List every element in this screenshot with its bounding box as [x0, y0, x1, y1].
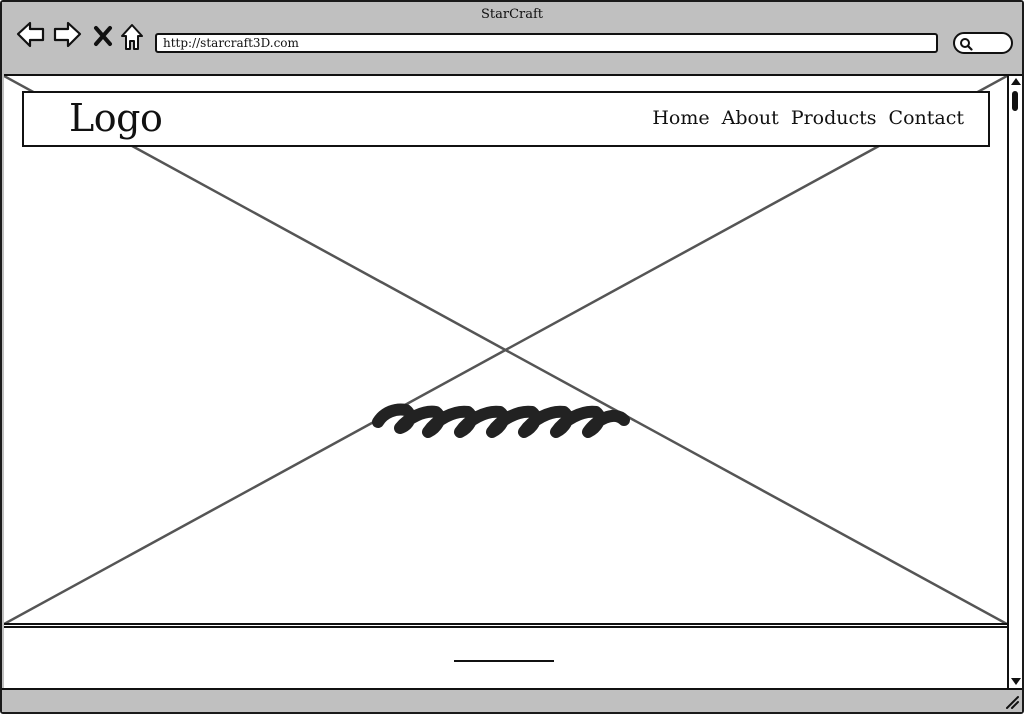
site-header: Logo Home About Products Contact: [22, 91, 990, 147]
resize-grip-icon[interactable]: [1004, 694, 1020, 710]
close-icon[interactable]: [92, 24, 114, 48]
page-viewport: Logo Home About Products Contact: [4, 74, 1007, 688]
nav-about-link[interactable]: About: [721, 107, 779, 129]
forward-arrow-icon[interactable]: [52, 20, 82, 50]
address-bar[interactable]: http://starcraft3D.com: [155, 33, 938, 53]
site-logo[interactable]: Logo: [69, 96, 163, 140]
scribble-text-icon: [372, 403, 630, 438]
search-box[interactable]: [953, 32, 1013, 54]
site-footer: [4, 626, 1007, 688]
browser-toolbar: StarCraft http://starcraft3D.com: [2, 2, 1022, 74]
search-icon: [960, 38, 973, 51]
nav-products-link[interactable]: Products: [790, 107, 877, 129]
scroll-up-arrow-icon[interactable]: [1011, 78, 1021, 85]
home-icon[interactable]: [119, 22, 145, 52]
status-bar: [2, 688, 1022, 712]
nav-home-link[interactable]: Home: [652, 107, 710, 129]
scroll-down-arrow-icon[interactable]: [1011, 678, 1021, 685]
hero-image-placeholder: [4, 76, 1007, 626]
nav-contact-link[interactable]: Contact: [888, 107, 964, 129]
back-arrow-icon[interactable]: [16, 20, 46, 50]
site-nav-menu: Home About Products Contact: [652, 107, 964, 129]
window-title: StarCraft: [480, 7, 544, 22]
vertical-scrollbar[interactable]: [1007, 74, 1022, 688]
footer-text-placeholder: [454, 660, 554, 662]
scrollbar-thumb[interactable]: [1012, 91, 1018, 111]
